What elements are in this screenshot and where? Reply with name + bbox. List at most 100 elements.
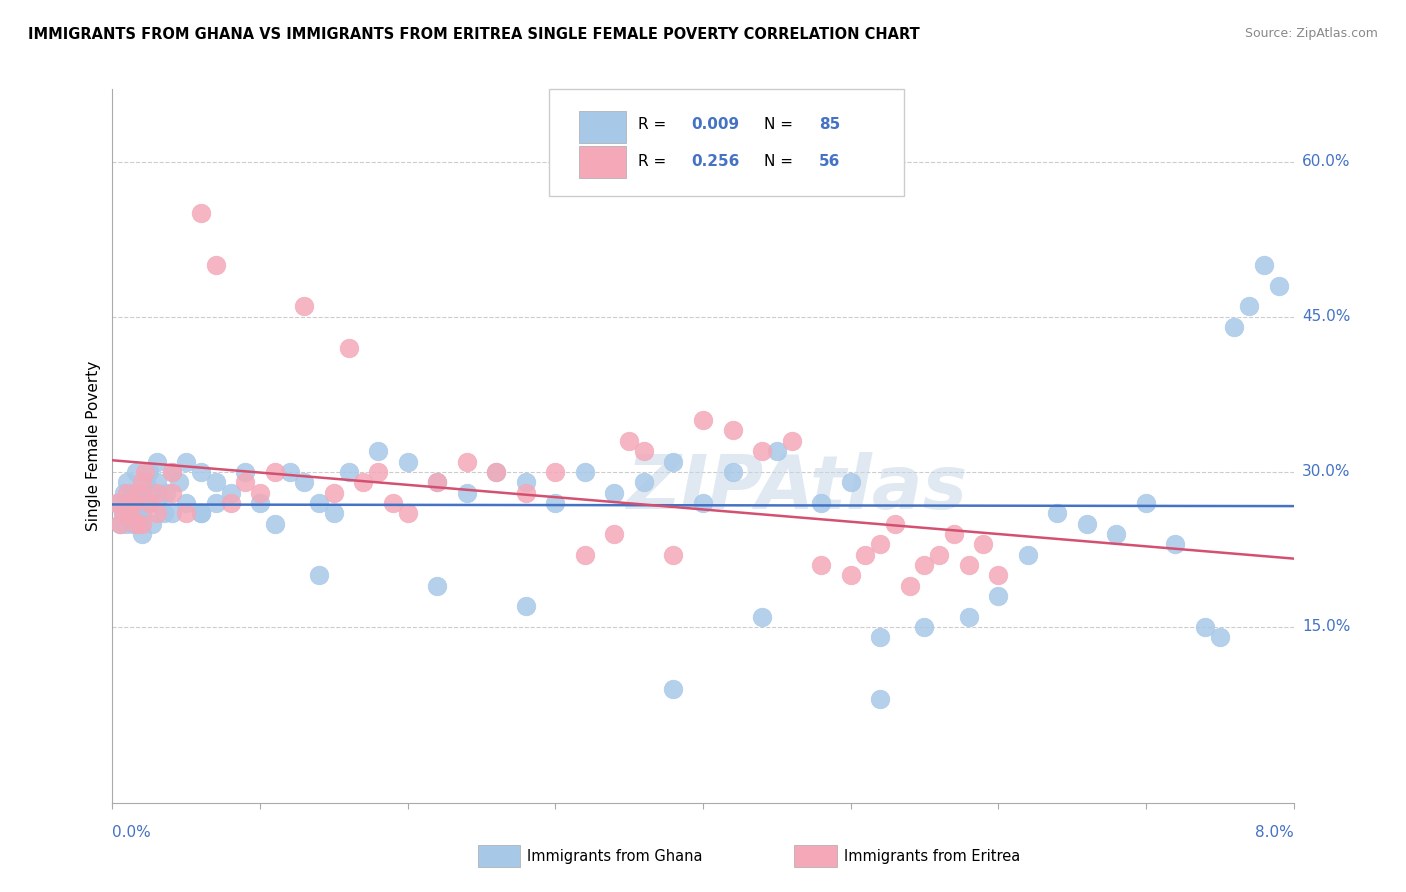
Text: 30.0%: 30.0% — [1302, 465, 1350, 479]
Text: N =: N = — [765, 154, 803, 169]
Point — [292, 299, 315, 313]
Point — [174, 496, 197, 510]
Text: 8.0%: 8.0% — [1254, 825, 1294, 840]
Point — [810, 496, 832, 510]
Text: IMMIGRANTS FROM GHANA VS IMMIGRANTS FROM ERITREA SINGLE FEMALE POVERTY CORRELATI: IMMIGRANTS FROM GHANA VS IMMIGRANTS FROM… — [28, 27, 920, 42]
Point — [485, 465, 508, 479]
Point — [367, 444, 389, 458]
Point — [249, 485, 271, 500]
Text: 0.009: 0.009 — [692, 118, 740, 132]
Point — [1105, 527, 1128, 541]
Point — [205, 496, 228, 510]
Point — [337, 341, 360, 355]
Point — [1046, 506, 1069, 520]
Point — [155, 485, 177, 500]
Point — [146, 475, 169, 490]
Point — [603, 527, 626, 541]
Text: 56: 56 — [818, 154, 841, 169]
Text: ZIPAtlas: ZIPAtlas — [627, 452, 969, 525]
Point — [167, 475, 190, 490]
Point — [108, 516, 131, 531]
Point — [174, 454, 197, 468]
Point — [839, 475, 862, 490]
Point — [1164, 537, 1187, 551]
Point — [1223, 320, 1246, 334]
Text: 60.0%: 60.0% — [1302, 154, 1350, 169]
Point — [884, 516, 907, 531]
Point — [131, 527, 153, 541]
Point — [233, 475, 256, 490]
FancyBboxPatch shape — [579, 146, 626, 178]
Point — [141, 516, 163, 531]
Text: N =: N = — [765, 118, 803, 132]
Point — [190, 465, 212, 479]
Point — [942, 527, 965, 541]
Point — [111, 506, 134, 520]
Point — [139, 485, 162, 500]
Point — [323, 506, 346, 520]
Point — [146, 485, 169, 500]
Point — [111, 506, 134, 520]
Point — [987, 568, 1010, 582]
Point — [574, 465, 596, 479]
Point — [134, 465, 156, 479]
Point — [264, 465, 287, 479]
Point — [129, 485, 152, 500]
Text: R =: R = — [638, 154, 676, 169]
Point — [160, 506, 183, 520]
Point — [105, 496, 128, 510]
Point — [957, 609, 980, 624]
Point — [973, 537, 995, 551]
Point — [914, 558, 936, 572]
Point — [1017, 548, 1039, 562]
Point — [117, 496, 138, 510]
Point — [456, 485, 478, 500]
Point — [1239, 299, 1261, 313]
Point — [765, 444, 787, 458]
Point — [124, 496, 146, 510]
Point — [515, 599, 537, 614]
Point — [987, 589, 1010, 603]
Point — [751, 444, 773, 458]
Point — [205, 258, 228, 272]
Point — [662, 548, 685, 562]
Text: Immigrants from Ghana: Immigrants from Ghana — [527, 849, 703, 863]
Point — [1076, 516, 1098, 531]
Point — [839, 568, 862, 582]
FancyBboxPatch shape — [579, 111, 626, 143]
Point — [127, 506, 149, 520]
Point — [574, 548, 596, 562]
Point — [544, 465, 567, 479]
Point — [131, 516, 153, 531]
Point — [120, 506, 142, 520]
Point — [146, 506, 169, 520]
Point — [382, 496, 405, 510]
Point — [120, 506, 142, 520]
Point — [117, 485, 138, 500]
Point — [957, 558, 980, 572]
Point — [308, 568, 330, 582]
Point — [122, 496, 145, 510]
Point — [117, 475, 138, 490]
Point — [125, 516, 148, 531]
Point — [869, 537, 891, 551]
Point — [396, 506, 419, 520]
Point — [396, 454, 419, 468]
Point — [367, 465, 389, 479]
Point — [928, 548, 950, 562]
Point — [853, 548, 877, 562]
Text: 85: 85 — [818, 118, 839, 132]
Point — [138, 465, 160, 479]
Point — [174, 506, 197, 520]
FancyBboxPatch shape — [550, 89, 904, 196]
Text: 15.0%: 15.0% — [1302, 619, 1350, 634]
Point — [153, 506, 176, 520]
Text: 0.0%: 0.0% — [112, 825, 152, 840]
Point — [128, 516, 150, 531]
Point — [426, 579, 449, 593]
Point — [146, 454, 169, 468]
Point — [128, 485, 150, 500]
Point — [780, 434, 803, 448]
Point — [146, 496, 169, 510]
Point — [292, 475, 315, 490]
